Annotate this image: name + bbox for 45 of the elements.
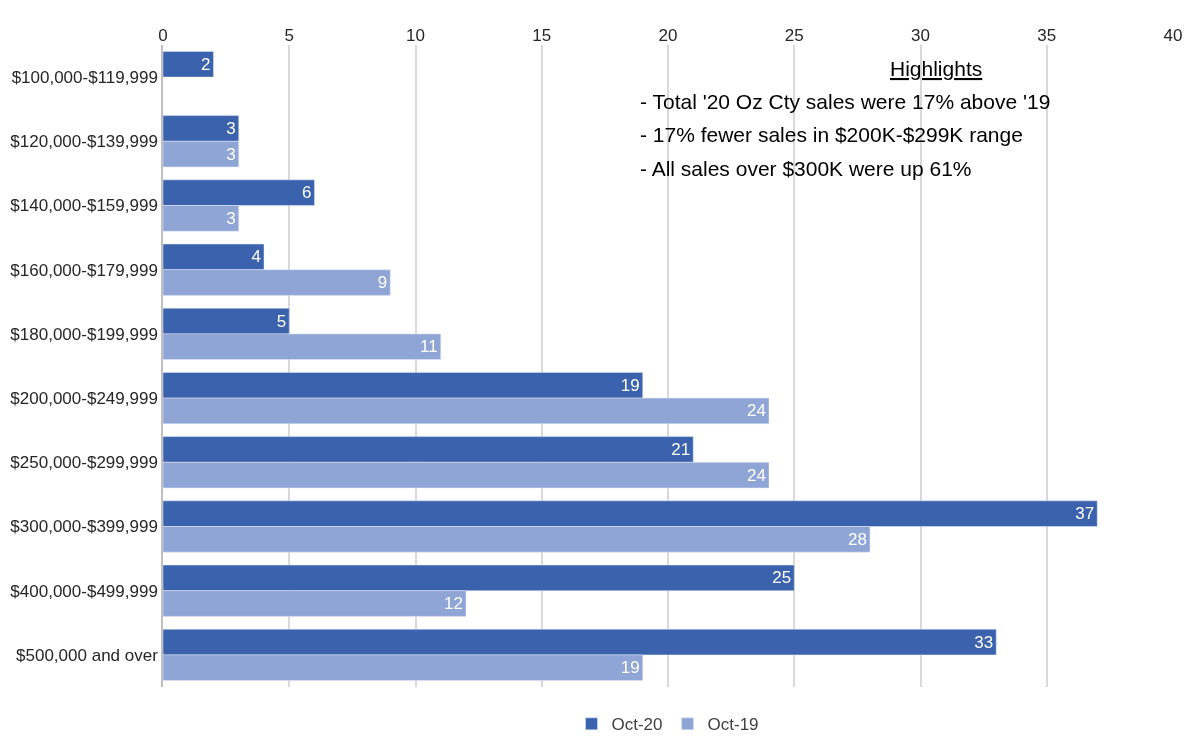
data-label: 11 bbox=[420, 337, 438, 357]
data-label: 28 bbox=[848, 529, 867, 549]
data-label: 3 bbox=[226, 208, 236, 228]
data-label: 6 bbox=[302, 183, 312, 203]
y-tick-label: $180,000-$199,999 bbox=[10, 324, 158, 344]
data-label: 25 bbox=[772, 568, 792, 588]
data-label: 12 bbox=[444, 594, 463, 614]
data-label: 9 bbox=[377, 273, 388, 293]
y-tick-label: $500,000 and over bbox=[16, 645, 159, 665]
y-tick-label: $300,000-$399,999 bbox=[10, 517, 158, 537]
y-tick-label: $160,000-$179,999 bbox=[10, 260, 158, 280]
x-tick-label: 10 bbox=[406, 25, 425, 45]
data-label: 33 bbox=[974, 632, 994, 652]
legend-label: Oct-20 bbox=[611, 715, 663, 735]
data-label: 3 bbox=[226, 118, 236, 138]
x-tick-label: 35 bbox=[1037, 25, 1057, 45]
x-tick-label: 0 bbox=[158, 25, 168, 45]
y-tick-label: $120,000-$139,999 bbox=[10, 132, 158, 152]
legend-label: Oct-19 bbox=[707, 715, 759, 735]
data-label: 3 bbox=[226, 144, 236, 164]
annotation: - Total '20 Oz Cty sales were 17% above '19 bbox=[640, 90, 1051, 113]
data-label: 19 bbox=[620, 658, 640, 678]
y-tick-label: $140,000-$159,999 bbox=[10, 196, 158, 216]
x-tick-label: 40 bbox=[1163, 25, 1183, 45]
data-label: 2 bbox=[201, 54, 211, 74]
data-label: 21 bbox=[671, 439, 691, 459]
data-label: 24 bbox=[747, 401, 766, 421]
x-tick-label: 15 bbox=[532, 25, 552, 45]
data-label: 4 bbox=[251, 247, 261, 267]
data-label: 19 bbox=[620, 375, 640, 395]
data-label: 37 bbox=[1075, 504, 1095, 524]
y-tick-label: $100,000-$119,999 bbox=[11, 68, 158, 88]
y-tick-label: $200,000-$249,999 bbox=[10, 389, 158, 409]
x-tick-label: 25 bbox=[784, 25, 804, 45]
data-label: 5 bbox=[276, 311, 287, 331]
x-tick-label: 20 bbox=[658, 25, 678, 45]
bar bbox=[163, 51, 214, 78]
annotation: - 17% fewer sales in $200K-$299K range bbox=[640, 123, 1023, 146]
x-tick-label: 30 bbox=[911, 25, 930, 45]
y-tick-label: $250,000-$299,999 bbox=[10, 453, 158, 473]
data-label: 24 bbox=[747, 465, 766, 485]
annotation: - All sales over $300K were up 61% bbox=[640, 157, 972, 180]
y-tick-label: $400,000-$499,999 bbox=[10, 581, 158, 601]
x-tick-label: 5 bbox=[284, 25, 294, 45]
annotation: Highlights bbox=[890, 57, 983, 80]
